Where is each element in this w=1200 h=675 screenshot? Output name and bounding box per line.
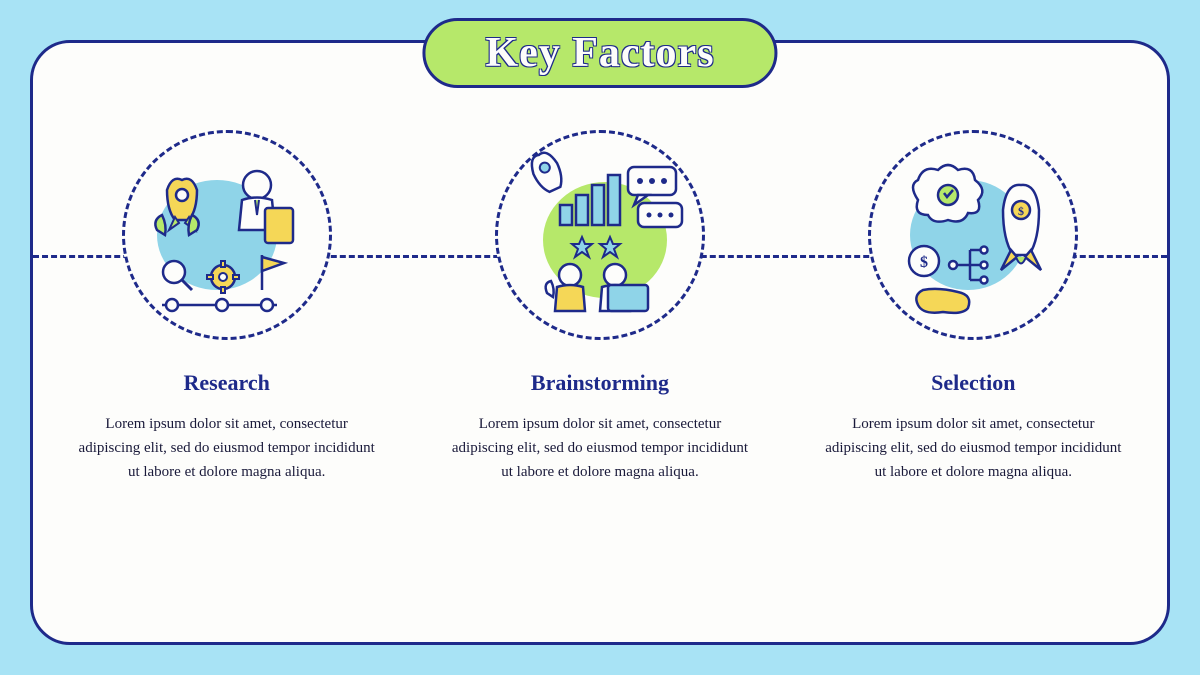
- selection-icon: $ $: [883, 145, 1063, 325]
- research-icon: [137, 145, 317, 325]
- research-icon-circle: [122, 130, 332, 340]
- title-badge: Key Factors: [422, 18, 777, 88]
- svg-text:$: $: [1018, 204, 1024, 218]
- research-description: Lorem ipsum dolor sit amet, consectetur …: [77, 412, 377, 484]
- selection-title: Selection: [931, 370, 1015, 396]
- brainstorming-icon: [510, 145, 690, 325]
- research-title: Research: [183, 370, 269, 396]
- column-brainstorming: Brainstorming Lorem ipsum dolor sit amet…: [433, 130, 766, 484]
- brainstorming-title: Brainstorming: [531, 370, 669, 396]
- page-title: Key Factors: [485, 29, 714, 77]
- column-research: Research Lorem ipsum dolor sit amet, con…: [60, 130, 393, 484]
- selection-icon-circle: $ $: [868, 130, 1078, 340]
- brainstorming-icon-circle: [495, 130, 705, 340]
- svg-text:$: $: [920, 254, 928, 271]
- selection-description: Lorem ipsum dolor sit amet, consectetur …: [823, 412, 1123, 484]
- columns-container: Research Lorem ipsum dolor sit amet, con…: [60, 130, 1140, 484]
- brainstorming-description: Lorem ipsum dolor sit amet, consectetur …: [450, 412, 750, 484]
- column-selection: $ $: [807, 130, 1140, 484]
